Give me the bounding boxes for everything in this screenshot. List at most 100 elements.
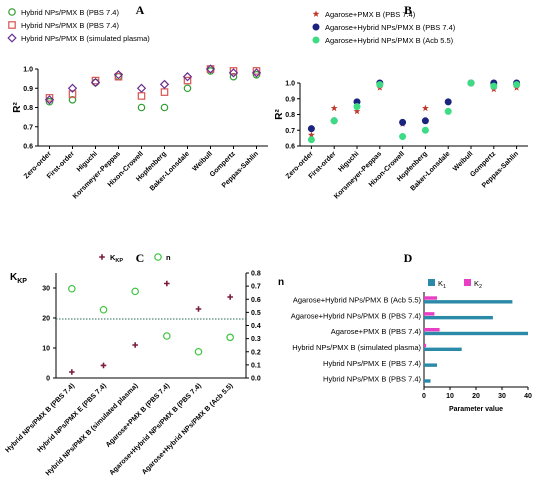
data-point bbox=[67, 83, 78, 93]
bar-k1 bbox=[424, 347, 462, 352]
data-point bbox=[99, 305, 108, 314]
legend-main: K bbox=[438, 279, 443, 288]
data-point bbox=[44, 95, 55, 105]
left-y-tick-label: 10 bbox=[42, 346, 50, 353]
data-point bbox=[399, 133, 407, 141]
data-point bbox=[307, 125, 315, 133]
y-tick-label: 0.6 bbox=[285, 144, 295, 151]
legend-marker bbox=[99, 254, 105, 260]
legend-label: Hybrid NPs/PMX B (PBS 7.4) bbox=[21, 8, 119, 17]
legend-main: K bbox=[474, 279, 479, 288]
legend-sub: 2 bbox=[479, 284, 482, 290]
panel-letter: D bbox=[404, 251, 413, 265]
category-label: Weibull bbox=[191, 150, 213, 172]
legend-label: n bbox=[166, 253, 171, 262]
data-point bbox=[132, 342, 138, 348]
right-y-tick-label: 0.8 bbox=[251, 271, 261, 278]
category-label: Hybrid NPs/PMX E (PBS 7.4) bbox=[36, 382, 108, 454]
data-point bbox=[353, 107, 361, 115]
data-point bbox=[421, 126, 429, 134]
right-y-tick-label: 0.5 bbox=[251, 310, 261, 317]
left-y-tick-label: 0 bbox=[46, 376, 50, 383]
data-point bbox=[194, 347, 203, 356]
data-point bbox=[490, 82, 498, 90]
legend-label: K1 bbox=[438, 279, 446, 290]
right-y-tick-label: 0.6 bbox=[251, 297, 261, 304]
category-label: Hybrid NPs/PMX E (PBS 7.4) bbox=[323, 359, 421, 368]
data-point bbox=[307, 131, 315, 138]
legend-marker bbox=[312, 10, 320, 17]
panel-letter: A bbox=[136, 3, 145, 17]
data-point bbox=[330, 104, 338, 112]
data-point bbox=[45, 97, 54, 106]
data-point bbox=[228, 68, 239, 78]
data-point bbox=[160, 88, 169, 96]
x-tick-label: 0 bbox=[422, 393, 426, 400]
legend-main: n bbox=[166, 253, 171, 262]
right-y-tick-label: 0.4 bbox=[251, 323, 261, 330]
panel-letter: C bbox=[136, 251, 145, 265]
data-point bbox=[45, 94, 54, 102]
y-tick-label: 1.0 bbox=[285, 81, 295, 88]
data-point bbox=[68, 284, 76, 293]
data-point bbox=[205, 64, 216, 74]
y-axis-title: R² bbox=[12, 102, 23, 113]
data-point bbox=[252, 70, 261, 79]
data-point bbox=[183, 76, 192, 85]
category-label: Weibull bbox=[452, 150, 474, 172]
legend-label: Hybrid NPs/PMX B (PBS 7.4) bbox=[21, 21, 119, 30]
legend-label: Agarose+Hybrid NPs/PMX B (PBS 7.4) bbox=[325, 23, 456, 32]
data-point bbox=[160, 103, 169, 112]
data-point bbox=[195, 306, 202, 312]
data-point bbox=[90, 77, 101, 88]
right-y-tick-label: 0.1 bbox=[251, 362, 261, 369]
y-tick-label: 0.8 bbox=[23, 105, 33, 112]
bar-k2 bbox=[424, 343, 427, 348]
legend-marker bbox=[312, 23, 320, 31]
data-point bbox=[229, 72, 238, 81]
legend-marker bbox=[7, 33, 17, 43]
data-point bbox=[307, 136, 315, 144]
right-y-tick-label: 0.3 bbox=[251, 336, 261, 343]
data-point bbox=[467, 79, 475, 87]
category-label: Higuchi bbox=[76, 150, 99, 173]
data-point bbox=[182, 72, 193, 82]
legend-label: Hybrid NPs/PMX B (simulated plasma) bbox=[21, 34, 150, 43]
category-label: Agarose+Hybrid NPs/PMX B (Acb 5.5) bbox=[293, 295, 422, 304]
x-tick-label: 20 bbox=[472, 393, 480, 400]
data-point bbox=[113, 70, 124, 80]
data-point bbox=[100, 362, 107, 369]
data-point bbox=[376, 81, 384, 89]
y-tick-label: 0.7 bbox=[23, 124, 33, 131]
x-tick-label: 10 bbox=[446, 393, 454, 400]
legend-swatch bbox=[464, 279, 471, 286]
legend-label: KKP bbox=[110, 253, 123, 264]
data-point bbox=[353, 103, 361, 111]
data-point bbox=[163, 332, 171, 340]
left-y-tick-label: 30 bbox=[42, 286, 50, 293]
category-label: Baker-Lonsdale bbox=[149, 150, 191, 192]
data-point bbox=[226, 333, 234, 342]
right-y-axis-title: n bbox=[278, 277, 284, 288]
right-y-tick-label: 0.0 bbox=[251, 376, 261, 383]
data-point bbox=[444, 107, 452, 115]
y-axis-title: R² bbox=[274, 109, 285, 120]
legend-sub: KP bbox=[115, 258, 123, 264]
y-tick-label: 0.7 bbox=[285, 128, 295, 135]
data-point bbox=[421, 117, 429, 125]
left-y-axis-title: KKP bbox=[10, 272, 27, 285]
y-tick-label: 0.6 bbox=[23, 144, 33, 151]
category-label: Hybrid NPs/PMX B (simulated plasma) bbox=[292, 343, 421, 352]
category-label: Agarose+PMX B (PBS 7.4) bbox=[105, 382, 171, 448]
data-point bbox=[68, 90, 77, 98]
category-label: Agarose+PMX B (PBS 7.4) bbox=[331, 327, 422, 336]
data-point bbox=[444, 98, 452, 106]
data-point bbox=[229, 67, 238, 75]
y-tick-label: 0.9 bbox=[285, 96, 295, 103]
data-point bbox=[136, 83, 147, 93]
data-point bbox=[513, 81, 521, 89]
data-point bbox=[69, 369, 75, 375]
